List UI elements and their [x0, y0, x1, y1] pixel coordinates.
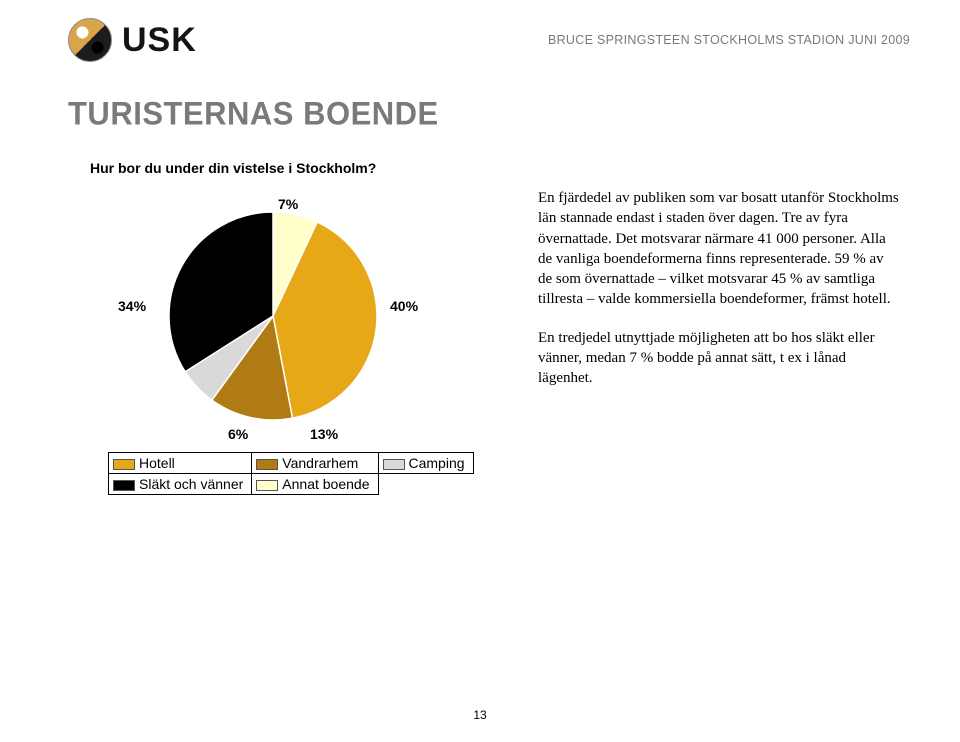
- header-caption: BRUCE SPRINGSTEEN STOCKHOLMS STADION JUN…: [548, 33, 910, 47]
- chart-column: Hur bor du under din vistelse i Stockhol…: [90, 160, 490, 495]
- content-row: Hur bor du under din vistelse i Stockhol…: [90, 160, 900, 495]
- pie-label-6: 6%: [228, 426, 248, 442]
- pie-label-7: 7%: [278, 196, 298, 212]
- legend-swatch: [256, 459, 278, 470]
- legend-swatch: [113, 480, 135, 491]
- body-para-2: En tredjedel utnyttjade möjligheten att …: [538, 328, 900, 389]
- legend-cell: Släkt och vänner: [109, 474, 252, 495]
- logo-text: USK: [122, 21, 197, 60]
- legend-cell: [378, 474, 473, 495]
- chart-title: Hur bor du under din vistelse i Stockhol…: [90, 160, 490, 176]
- page-header: USK BRUCE SPRINGSTEEN STOCKHOLMS STADION…: [68, 18, 910, 62]
- page-number: 13: [0, 708, 960, 722]
- page-title: TURISTERNAS BOENDE: [68, 95, 439, 133]
- legend-label: Annat boende: [282, 476, 369, 492]
- pie-label-40: 40%: [390, 298, 418, 314]
- legend-table: Hotell Vandrarhem Camping Släkt och vänner A…: [108, 452, 474, 495]
- legend-swatch: [113, 459, 135, 470]
- pie-chart: 7% 40% 13% 6% 34%: [118, 188, 428, 448]
- pie-label-13: 13%: [310, 426, 338, 442]
- yin-yang-icon: [68, 18, 112, 62]
- legend-cell: Annat boende: [252, 474, 378, 495]
- legend-cell: Camping: [378, 453, 473, 474]
- legend-cell: Hotell: [109, 453, 252, 474]
- body-para-1: En fjärdedel av publiken som var bosatt …: [538, 188, 900, 310]
- pie-svg: [118, 188, 428, 448]
- legend-label: Camping: [409, 455, 465, 471]
- legend-cell: Vandrarhem: [252, 453, 378, 474]
- legend-label: Släkt och vänner: [139, 476, 243, 492]
- legend-label: Vandrarhem: [282, 455, 358, 471]
- legend-swatch: [256, 480, 278, 491]
- logo-block: USK: [68, 18, 197, 62]
- body-text: En fjärdedel av publiken som var bosatt …: [538, 160, 900, 406]
- legend-swatch: [383, 459, 405, 470]
- legend-label: Hotell: [139, 455, 175, 471]
- pie-label-34: 34%: [118, 298, 146, 314]
